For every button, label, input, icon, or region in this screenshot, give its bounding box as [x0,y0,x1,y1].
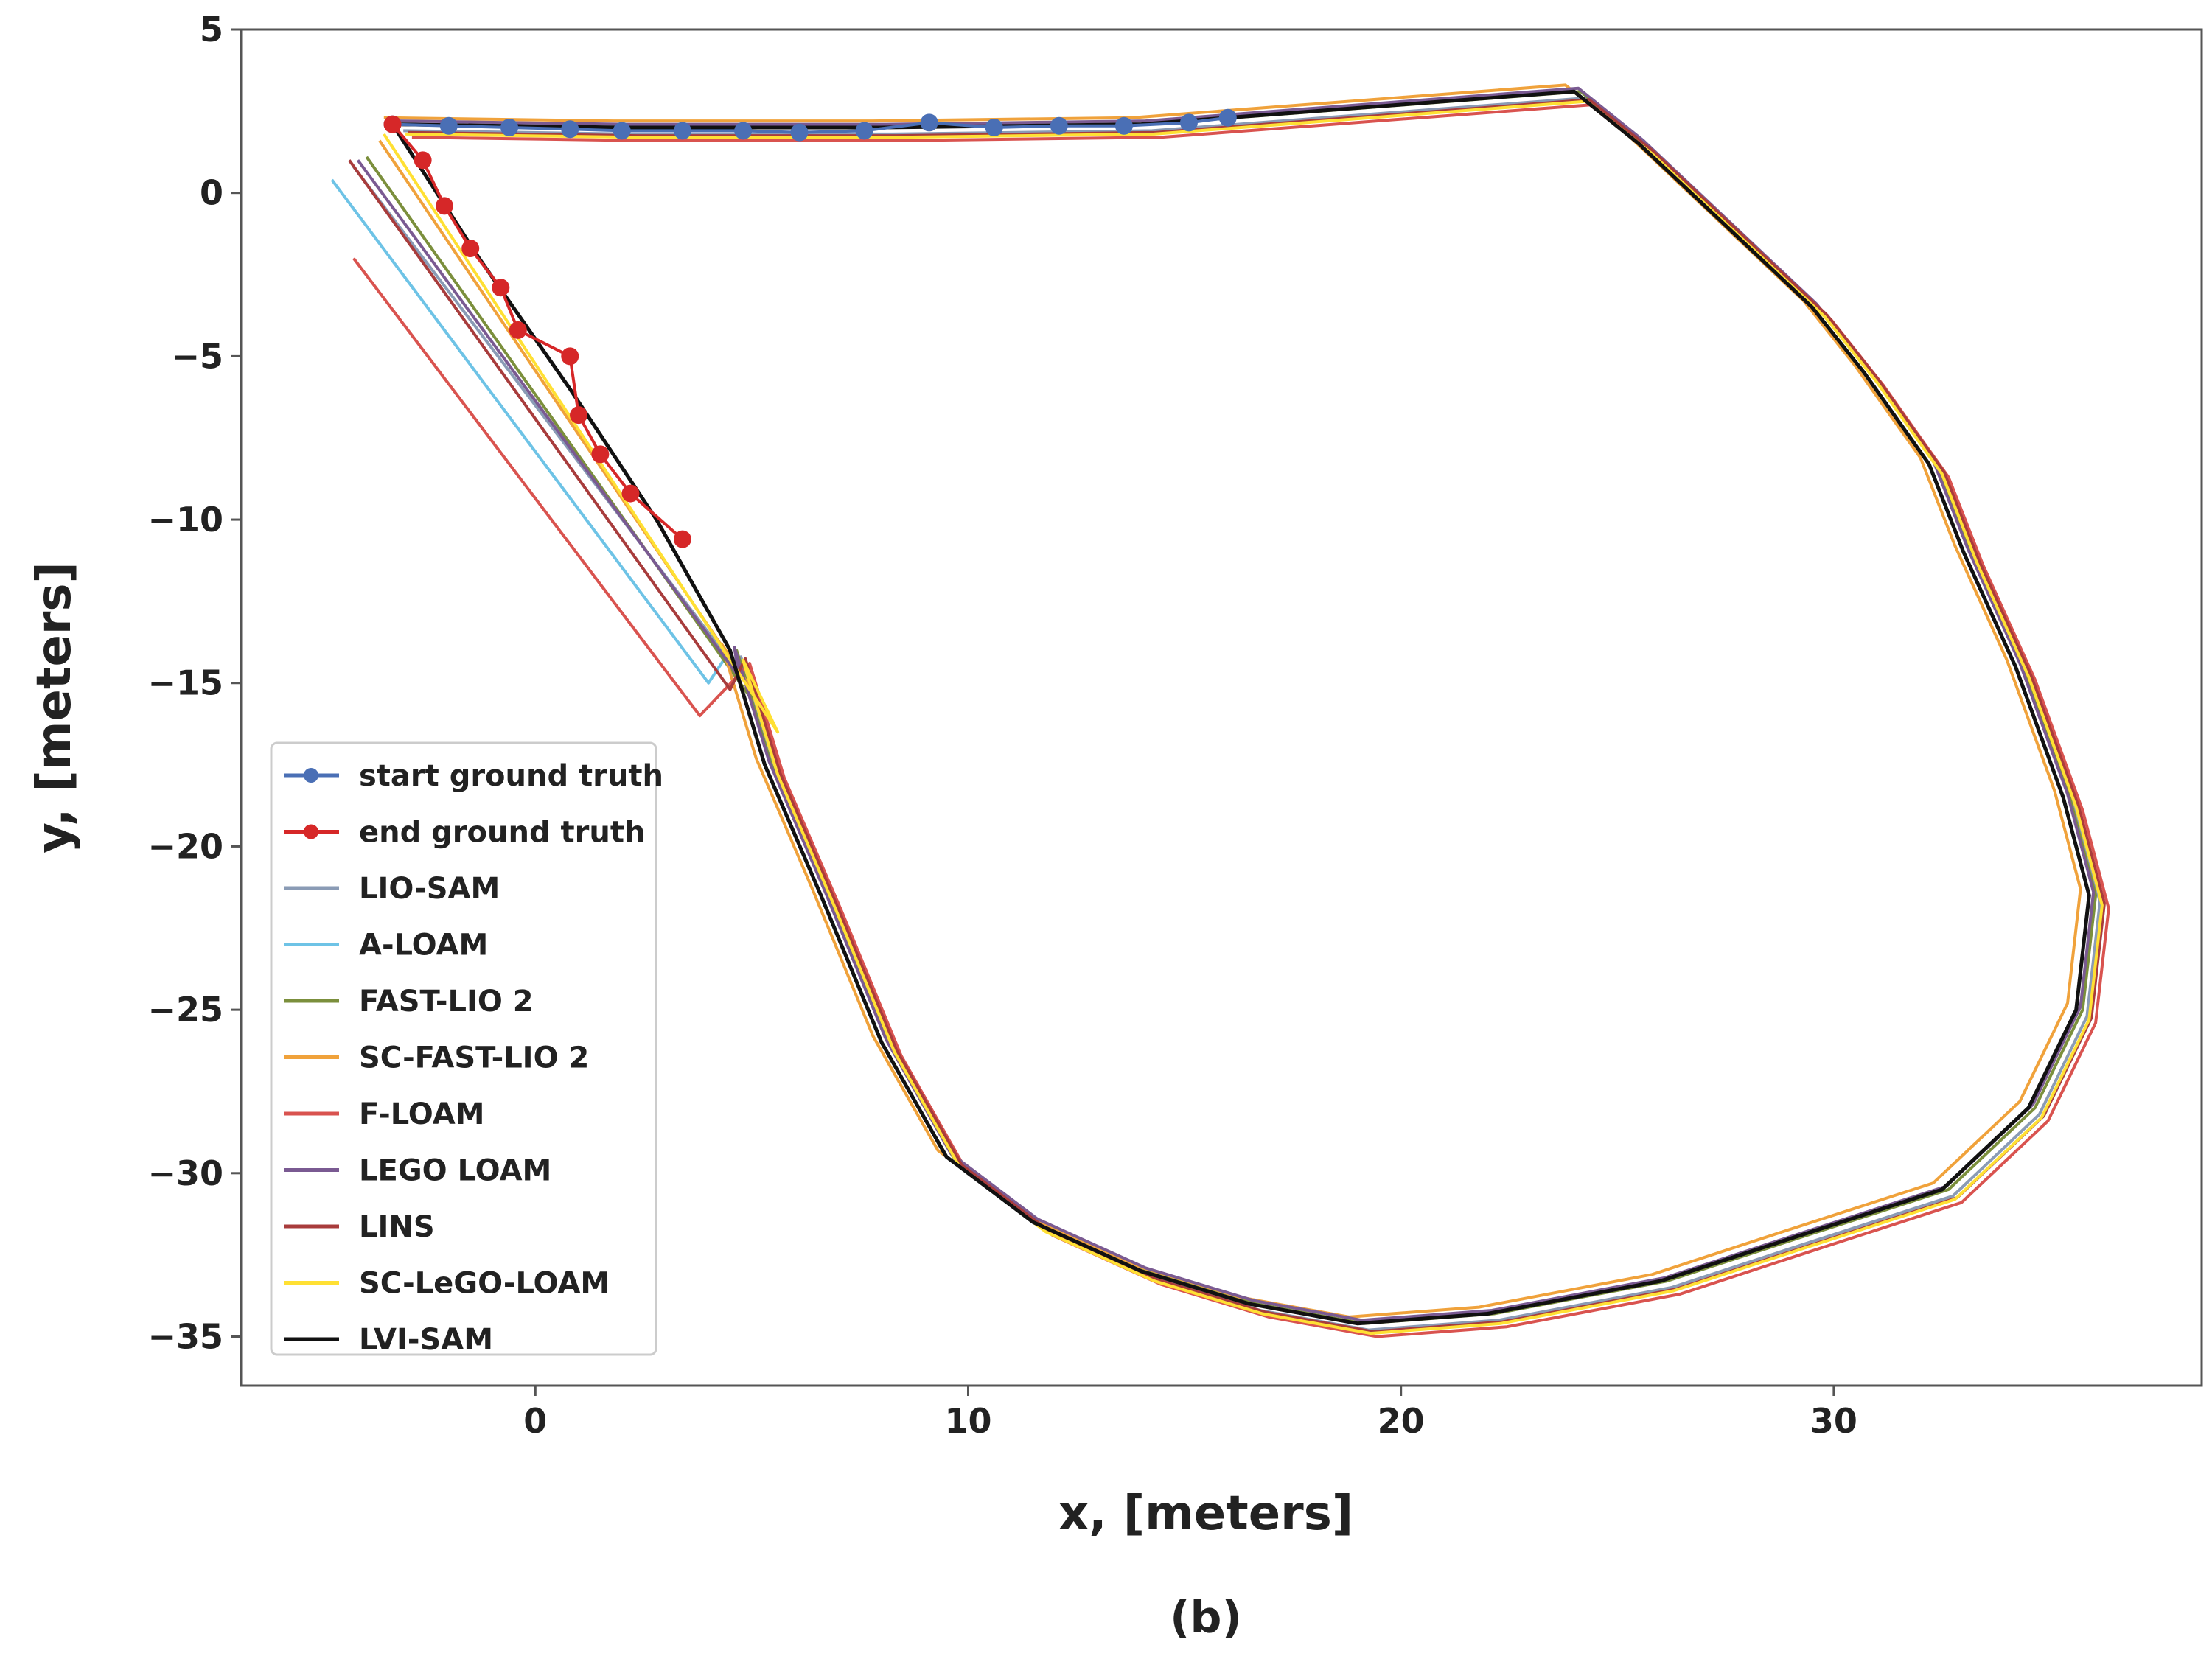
y-tick-label: −5 [171,336,223,376]
end-ground-truth-marker [461,240,480,258]
x-axis-label: x, [meters] [1058,1487,1353,1541]
start-ground-truth-marker [1179,113,1198,132]
end-ground-truth-marker [435,197,453,215]
start-ground-truth-marker [673,122,691,140]
legend-label-start-ground-truth: start ground truth [359,759,663,793]
y-tick-label: −25 [147,990,223,1030]
x-tick-label: 0 [523,1401,547,1441]
end-ground-truth-marker [492,279,510,297]
start-ground-truth-marker [613,122,631,140]
legend-label-a-loam: A-LOAM [359,929,488,963]
legend-marker-start-ground-truth [304,768,318,783]
y-tick-label: −20 [147,826,223,866]
start-ground-truth-marker [561,120,579,139]
start-ground-truth-marker [1050,116,1068,135]
y-axis: 5 0 −5 −10 −15 −20 −25 −30 −35 [147,10,241,1356]
start-ground-truth-marker [500,119,519,137]
x-axis: 0 10 20 30 [523,1386,1857,1441]
lins-trajectory [348,98,2106,1333]
start-ground-truth-marker [790,123,809,142]
figure-caption: (b) [1170,1592,1242,1644]
legend-label-f-loam: F-LOAM [359,1097,484,1131]
end-ground-truth-marker [509,321,527,339]
y-tick-label: 0 [200,173,223,213]
start-ground-truth-marker [920,113,938,132]
legend-label-lego-loam: LEGO LOAM [359,1154,551,1188]
y-axis-label: y, [meters] [27,562,82,853]
start-ground-truth-marker [734,122,753,140]
legend: start ground truth end ground truth LIO-SA… [270,741,663,1357]
end-ground-truth-marker [673,530,691,548]
end-ground-truth-marker [561,347,579,366]
legend-marker-end-ground-truth [304,824,318,839]
start-ground-truth-marker [855,122,873,140]
y-tick-label: −15 [147,663,223,703]
end-ground-truth-marker [591,445,610,464]
legend-label-lvi-sam: LVI-SAM [359,1323,493,1357]
lvi-sam-trajectory [391,89,2091,1326]
end-ground-truth-marker [570,406,588,425]
legend-label-lins: LINS [359,1210,435,1244]
legend-label-fast-lio-2: FAST-LIO 2 [359,985,534,1019]
legend-label-end-ground-truth: end ground truth [359,816,645,850]
x-tick-label: 10 [944,1401,991,1441]
x-tick-label: 30 [1810,1401,1857,1441]
legend-label-sc-lego-loam: SC-LeGO-LOAM [359,1267,610,1301]
series-layer [330,83,2110,1338]
start-ground-truth-marker [439,116,458,135]
y-tick-label: −30 [147,1153,223,1193]
y-tick-label: −10 [147,500,223,539]
end-ground-truth-marker [621,484,640,503]
legend-label-sc-fast-lio-2: SC-FAST-LIO 2 [359,1041,589,1075]
end-ground-truth-marker [414,151,432,170]
y-tick-label: 5 [200,10,223,49]
start-ground-truth-marker [1114,116,1133,135]
start-ground-truth-marker [1218,108,1237,127]
legend-box [270,741,657,1356]
end-ground-truth-marker [383,115,402,133]
x-tick-label: 20 [1378,1401,1425,1441]
start-ground-truth-marker [985,119,1003,137]
y-tick-label: −35 [147,1316,223,1356]
legend-label-lio-sam: LIO-SAM [359,872,500,906]
